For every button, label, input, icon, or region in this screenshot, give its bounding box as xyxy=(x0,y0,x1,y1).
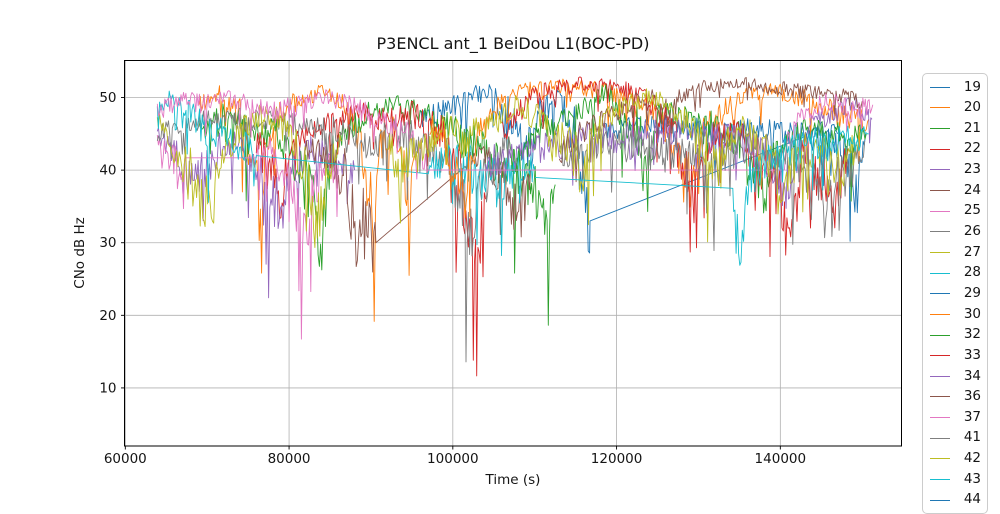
x-axis-label: Time (s) xyxy=(485,472,541,488)
series-line-33 xyxy=(501,76,849,258)
series-line-36 xyxy=(558,77,863,183)
legend-item-43: 43 xyxy=(923,469,987,490)
series-line-27 xyxy=(156,104,343,248)
figure: 60000 80000 100000 120000 140000 10 20 30 40 50 P… xyxy=(72,34,988,514)
legend-item-36: 36 xyxy=(923,387,987,408)
chart-title: P3ENCL ant_1 BeiDou L1(BOC-PD) xyxy=(377,34,650,54)
legend-item-41: 41 xyxy=(923,428,987,449)
legend-line-sample xyxy=(930,251,950,253)
y-tick-label: 20 xyxy=(99,308,116,324)
series-line-19 xyxy=(419,84,839,254)
legend-line-sample xyxy=(930,437,950,439)
legend-item-28: 28 xyxy=(923,263,987,284)
legend-label: 33 xyxy=(963,346,981,363)
legend-item-32: 32 xyxy=(923,325,987,346)
legend-line-sample xyxy=(930,458,950,460)
series-line-42 xyxy=(387,88,862,243)
series-line-43 xyxy=(534,125,869,266)
legend-label: 21 xyxy=(963,119,981,136)
axes: 60000 80000 100000 120000 140000 10 20 30 40 50 xyxy=(99,60,902,467)
legend-line-sample xyxy=(930,148,950,150)
legend-line-sample xyxy=(930,417,950,419)
legend-line-sample xyxy=(930,210,950,212)
legend-item-37: 37 xyxy=(923,407,987,428)
legend-line-sample xyxy=(930,334,950,336)
legend-line-sample xyxy=(930,375,950,377)
legend-line-sample xyxy=(930,355,950,357)
legend-line-sample xyxy=(930,231,950,233)
legend-item-23: 23 xyxy=(923,160,987,181)
legend-line-sample xyxy=(930,272,950,274)
legend-item-42: 42 xyxy=(923,449,987,470)
legend-line-sample xyxy=(930,107,950,109)
legend-label: 22 xyxy=(963,140,981,157)
legend-item-21: 21 xyxy=(923,118,987,139)
legend-line-sample xyxy=(930,128,950,130)
legend-label: 19 xyxy=(963,78,981,95)
legend-label: 28 xyxy=(963,264,981,281)
legend-label: 34 xyxy=(963,367,981,384)
series-line-37 xyxy=(156,89,874,180)
legend-item-24: 24 xyxy=(923,180,987,201)
legend-label: 27 xyxy=(963,243,981,260)
x-tick-label: 60000 xyxy=(104,451,147,467)
legend-label: 37 xyxy=(963,408,981,425)
legend-label: 24 xyxy=(963,181,981,198)
legend-label: 42 xyxy=(963,450,981,467)
legend-label: 44 xyxy=(963,491,981,508)
legend-label: 41 xyxy=(963,429,981,446)
axes-spines xyxy=(124,60,902,447)
series-line-28 xyxy=(156,90,536,256)
legend-label: 20 xyxy=(963,99,981,116)
legend-item-33: 33 xyxy=(923,345,987,366)
x-tick-label: 80000 xyxy=(268,451,311,467)
x-tick-label: 140000 xyxy=(755,451,807,467)
series-line-24 xyxy=(304,138,532,273)
legend-line-sample xyxy=(930,396,950,398)
legend-label: 23 xyxy=(963,161,981,178)
legend-line-sample xyxy=(930,313,950,315)
legend-item-44: 44 xyxy=(923,490,987,511)
legend-line-sample xyxy=(930,293,950,295)
x-tick-label: 120000 xyxy=(591,451,643,467)
legend-label: 26 xyxy=(963,223,981,240)
legend-item-26: 26 xyxy=(923,221,987,242)
legend-item-19: 19 xyxy=(923,77,987,98)
y-tick-label: 30 xyxy=(99,235,116,251)
legend-item-30: 30 xyxy=(923,304,987,325)
legend-label: 32 xyxy=(963,326,981,343)
legend-line-sample xyxy=(930,190,950,192)
y-tick-label: 40 xyxy=(99,163,116,179)
x-tick-label: 100000 xyxy=(427,451,479,467)
series-lines xyxy=(156,76,874,377)
legend-item-34: 34 xyxy=(923,366,987,387)
legend-label: 25 xyxy=(963,202,981,219)
legend-item-25: 25 xyxy=(923,201,987,222)
legend: 19 20 21 22 23 24 25 26 27 28 29 30 32 33 34 36 37 41 42 43… xyxy=(922,73,988,514)
legend-item-20: 20 xyxy=(923,98,987,119)
y-tick-label: 50 xyxy=(99,90,116,106)
series-line-22 xyxy=(255,100,487,377)
series-line-25 xyxy=(156,134,339,340)
y-axis-label: CNo dB Hz xyxy=(72,217,88,288)
series-line-32 xyxy=(513,83,867,214)
legend-line-sample xyxy=(930,169,950,171)
legend-item-22: 22 xyxy=(923,139,987,160)
legend-line-sample xyxy=(930,478,950,480)
legend-line-sample xyxy=(930,86,950,88)
y-tick-label: 10 xyxy=(99,380,116,396)
legend-label: 29 xyxy=(963,284,981,301)
legend-item-29: 29 xyxy=(923,283,987,304)
series-line-30 xyxy=(429,78,870,219)
legend-label: 43 xyxy=(963,470,981,487)
legend-item-27: 27 xyxy=(923,242,987,263)
cno-vs-time-plot: 60000 80000 100000 120000 140000 10 20 30 40 50 P… xyxy=(72,34,902,488)
legend-label: 30 xyxy=(963,305,981,322)
series-line-21 xyxy=(198,95,556,326)
legend-label: 36 xyxy=(963,388,981,405)
